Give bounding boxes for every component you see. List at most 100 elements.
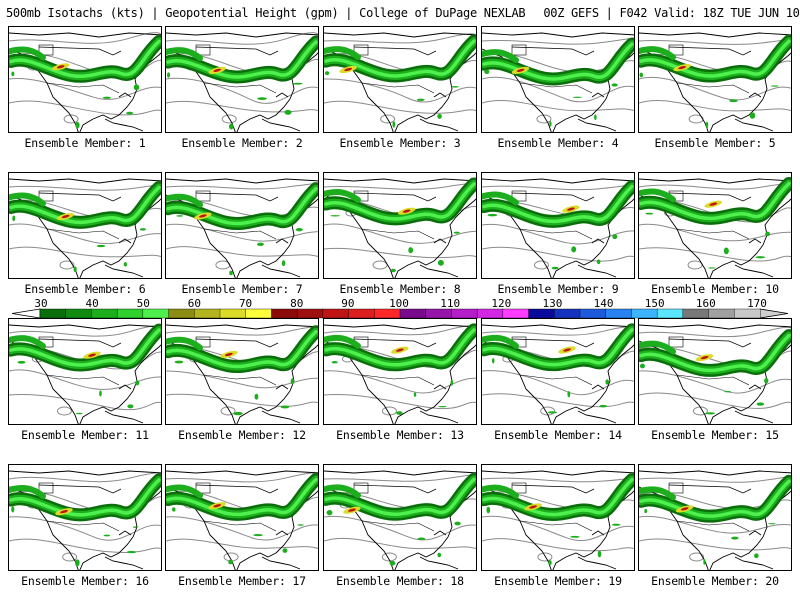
isotach-max-80: [567, 207, 575, 211]
colorbar-tick-label: 140: [593, 297, 614, 310]
coastline: [118, 238, 132, 244]
height-contour: [9, 183, 161, 191]
coastline: [419, 118, 459, 132]
height-contour: [166, 326, 318, 336]
height-contour: [482, 99, 634, 112]
ensemble-member-map: [323, 26, 477, 133]
height-contour: [482, 476, 634, 483]
height-contour: [9, 77, 161, 100]
border-line: [676, 374, 750, 386]
coastline: [236, 98, 291, 132]
coastline: [79, 536, 134, 570]
member-map-graphic: [639, 27, 791, 132]
isotach-cell: [599, 404, 607, 408]
colorbar-swatch: [554, 308, 581, 319]
height-contour: [482, 76, 634, 103]
coastline: [709, 244, 764, 278]
height-contour: [9, 472, 161, 483]
ensemble-member-map: [323, 464, 477, 571]
colorbar-tick-label: 30: [34, 297, 48, 310]
member-map-graphic: [482, 173, 634, 278]
isotach-max-80: [213, 504, 222, 508]
coastline: [324, 324, 476, 330]
coastline: [482, 470, 634, 476]
isotach-band-50: [639, 479, 791, 518]
ensemble-member-label: Ensemble Member: 10: [651, 282, 779, 296]
coastline: [419, 410, 459, 424]
isotach-band-50: [482, 328, 634, 367]
colorbar-tick-label: 170: [747, 297, 767, 310]
height-contour: [324, 515, 476, 541]
coastline: [639, 324, 791, 330]
isotach-cell: [330, 215, 340, 217]
state-outline: [38, 44, 54, 56]
map-header: 500mb Isotachs (kts) | Geopotential Heig…: [6, 6, 800, 20]
member-map-graphic: [9, 319, 161, 424]
border-line: [511, 192, 595, 202]
member-map-graphic: [482, 27, 634, 132]
border-line: [361, 374, 435, 386]
ensemble-member-label: Ensemble Member: 18: [336, 574, 464, 588]
isotach-cell: [103, 534, 111, 537]
isotach-cell: [705, 412, 715, 415]
ensemble-member-map: [481, 172, 635, 279]
coastline: [577, 556, 617, 570]
isotach-cell: [486, 506, 491, 514]
isotach-cell: [417, 537, 426, 541]
border-line: [46, 374, 120, 386]
isotach-cell: [176, 215, 184, 217]
coastline: [394, 244, 449, 278]
isotach-max-80: [700, 356, 709, 360]
state-outline: [38, 482, 54, 494]
height-contour-closed: [688, 114, 704, 124]
coastline: [275, 238, 289, 244]
colorbar-swatch: [348, 308, 375, 319]
coastline: [261, 264, 301, 278]
isotach-band-40: [324, 334, 361, 349]
height-contour: [482, 326, 634, 336]
height-contour: [166, 472, 318, 483]
ensemble-member-map: [638, 172, 792, 279]
isotach-cell: [723, 247, 729, 255]
isotach-cell: [437, 259, 444, 266]
member-map-graphic: [324, 173, 476, 278]
isotach-max-80: [198, 214, 207, 218]
isotach-cell: [597, 550, 602, 558]
isotach-band-40: [166, 193, 203, 208]
ensemble-member-map: [481, 464, 635, 571]
colorbar-swatch: [39, 308, 67, 319]
ensemble-member-map: [165, 318, 319, 425]
isotach-cell: [605, 379, 610, 385]
isotach-cell: [253, 534, 263, 537]
state-outline: [195, 44, 211, 56]
state-outline: [668, 482, 684, 494]
coastline: [275, 92, 289, 98]
isotach-max-80: [213, 68, 222, 73]
member-map-graphic: [166, 173, 318, 278]
state-outline: [353, 482, 369, 494]
isotach-cell: [708, 267, 716, 269]
coastline: [552, 244, 607, 278]
map-background: [324, 319, 476, 424]
ensemble-member-map: [481, 318, 635, 425]
isotach-cell: [571, 246, 577, 253]
border-line: [203, 228, 277, 240]
isotach-band-40: [482, 484, 519, 499]
isotach-cell: [645, 212, 654, 215]
isotach-cell: [257, 97, 267, 100]
border-line: [676, 520, 750, 532]
coastline: [118, 530, 132, 536]
isotach-band-50: [9, 328, 161, 367]
isotach-band-50: [482, 42, 634, 81]
coastline: [236, 390, 291, 424]
coastline: [591, 384, 605, 390]
isotach-cell: [96, 244, 106, 248]
height-contour: [166, 393, 318, 407]
coastline: [79, 98, 134, 132]
isotach-cell: [75, 412, 83, 415]
isotach-band-50: [166, 477, 318, 517]
colorbar-tick-label: 120: [491, 297, 512, 310]
isotach-cell: [548, 560, 552, 566]
isotach-cell: [73, 266, 77, 273]
coastline: [433, 92, 447, 98]
